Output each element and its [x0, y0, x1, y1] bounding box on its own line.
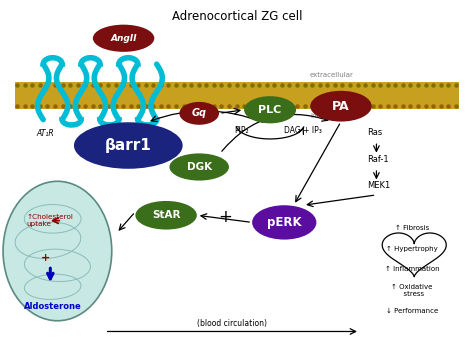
Text: AT₁R: AT₁R	[36, 129, 54, 137]
Ellipse shape	[136, 201, 197, 229]
Text: Adrenocortical ZG cell: Adrenocortical ZG cell	[172, 10, 302, 23]
Text: PIP₂: PIP₂	[235, 126, 249, 135]
Ellipse shape	[244, 96, 296, 123]
Text: ↑ Hypertrophy: ↑ Hypertrophy	[386, 246, 438, 252]
Ellipse shape	[93, 25, 155, 52]
Text: pERK: pERK	[267, 216, 301, 229]
Ellipse shape	[310, 91, 372, 122]
Text: Gq: Gq	[191, 108, 207, 118]
Text: (blood circulation): (blood circulation)	[197, 318, 267, 327]
Text: AngII: AngII	[110, 34, 137, 43]
Text: ↑ Oxidative
  stress: ↑ Oxidative stress	[391, 284, 433, 297]
Text: DAG + IP₃: DAG + IP₃	[284, 126, 322, 135]
Ellipse shape	[179, 102, 219, 125]
Text: +: +	[41, 253, 50, 263]
Text: βarr1: βarr1	[105, 138, 152, 153]
Text: Raf-1: Raf-1	[367, 155, 389, 164]
Text: Ras: Ras	[367, 128, 382, 137]
Text: ↑ Inflammation: ↑ Inflammation	[384, 266, 439, 272]
Ellipse shape	[3, 181, 112, 321]
Text: MEK1: MEK1	[367, 181, 390, 190]
Text: StAR: StAR	[152, 210, 181, 220]
Text: ↓ Performance: ↓ Performance	[386, 308, 438, 314]
Text: extracellular: extracellular	[310, 72, 354, 78]
Text: intracellular: intracellular	[310, 113, 353, 119]
Text: ↑ Fibrosis: ↑ Fibrosis	[395, 225, 429, 231]
Text: PLC: PLC	[258, 105, 282, 115]
Ellipse shape	[169, 153, 229, 181]
Text: +: +	[218, 208, 232, 226]
Bar	[15, 82, 459, 109]
Text: PA: PA	[332, 100, 350, 113]
Text: ↑Cholesterol
uptake: ↑Cholesterol uptake	[27, 214, 73, 227]
Text: DGK: DGK	[187, 162, 212, 172]
Text: Aldosterone: Aldosterone	[24, 302, 82, 311]
Ellipse shape	[252, 205, 317, 239]
Ellipse shape	[74, 122, 182, 169]
